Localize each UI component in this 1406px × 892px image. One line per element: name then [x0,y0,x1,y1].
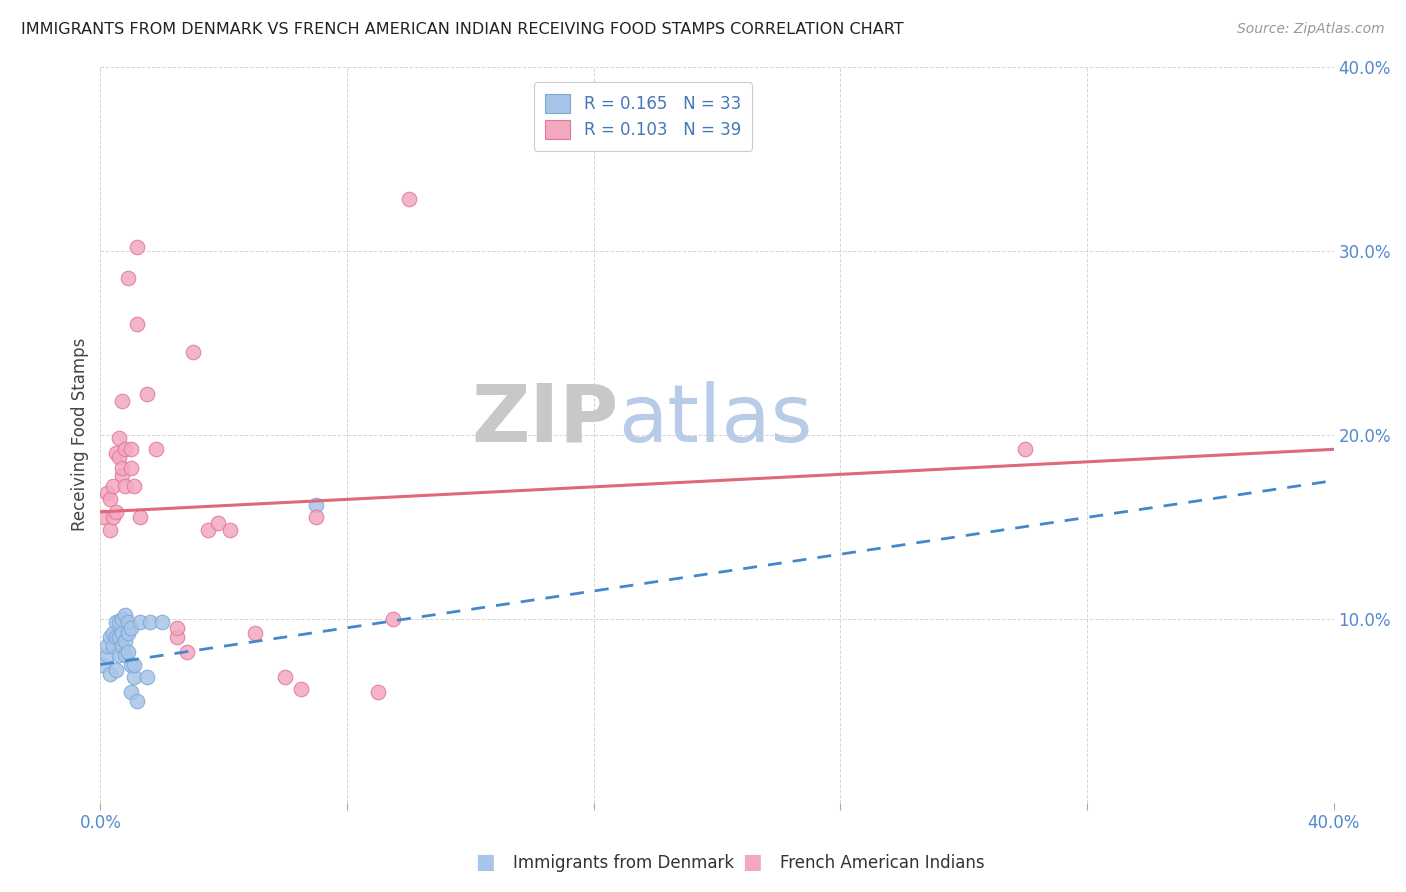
Point [274,671,297,685]
Point [104,505,127,519]
Point [138,615,160,630]
Point [114,648,136,663]
Point [117,645,139,659]
Point [104,630,127,644]
Point [122,479,145,493]
Point [117,271,139,285]
Point [98,666,121,681]
Text: atlas: atlas [619,381,813,458]
Point [108,630,131,644]
Point [111,626,134,640]
Point [129,615,152,630]
Text: Source: ZipAtlas.com: Source: ZipAtlas.com [1237,22,1385,37]
Point [127,240,149,254]
Y-axis label: Receiving Food Stamps: Receiving Food Stamps [72,338,89,532]
Point [111,460,134,475]
Point [101,639,124,653]
Point [166,630,188,644]
Text: ZIP: ZIP [471,381,619,458]
Point [114,607,136,622]
Point [96,486,118,500]
Point [98,630,121,644]
Point [108,431,131,445]
Point [96,648,118,663]
Point [98,523,121,537]
Point [111,394,134,409]
Point [243,626,266,640]
Point [145,442,167,457]
Point [96,639,118,653]
Point [108,615,131,630]
Point [135,387,157,401]
Point [135,671,157,685]
Text: French American Indians: French American Indians [780,855,986,872]
Point [120,685,142,699]
Point [290,681,312,696]
Point [129,510,152,524]
Point [127,694,149,708]
Point [122,657,145,672]
Point [305,510,328,524]
Point [382,611,405,625]
Point [120,442,142,457]
Text: ■: ■ [742,853,762,872]
Point [98,491,121,506]
Point [114,633,136,648]
Point [101,479,124,493]
Point [111,468,134,483]
Point [122,671,145,685]
Legend: R = 0.165   N = 33, R = 0.103   N = 39: R = 0.165 N = 33, R = 0.103 N = 39 [533,82,752,151]
Point [111,611,134,625]
Point [120,657,142,672]
Point [305,498,328,512]
Point [111,639,134,653]
Point [117,615,139,630]
Point [197,523,219,537]
Point [181,344,204,359]
Point [104,446,127,460]
Point [108,648,131,663]
Point [207,516,229,530]
Point [367,685,389,699]
Point [398,192,420,206]
Point [101,510,124,524]
Point [218,523,240,537]
Point [114,442,136,457]
Text: ■: ■ [475,853,495,872]
Point [104,615,127,630]
Point [101,626,124,640]
Point [1014,442,1036,457]
Point [120,460,142,475]
Point [117,626,139,640]
Point [166,621,188,635]
Point [150,615,173,630]
Point [93,510,115,524]
Point [114,479,136,493]
Point [93,657,115,672]
Point [176,645,198,659]
Point [120,621,142,635]
Point [108,450,131,464]
Text: Immigrants from Denmark: Immigrants from Denmark [513,855,734,872]
Text: IMMIGRANTS FROM DENMARK VS FRENCH AMERICAN INDIAN RECEIVING FOOD STAMPS CORRELAT: IMMIGRANTS FROM DENMARK VS FRENCH AMERIC… [21,22,904,37]
Point [104,663,127,677]
Point [127,317,149,331]
